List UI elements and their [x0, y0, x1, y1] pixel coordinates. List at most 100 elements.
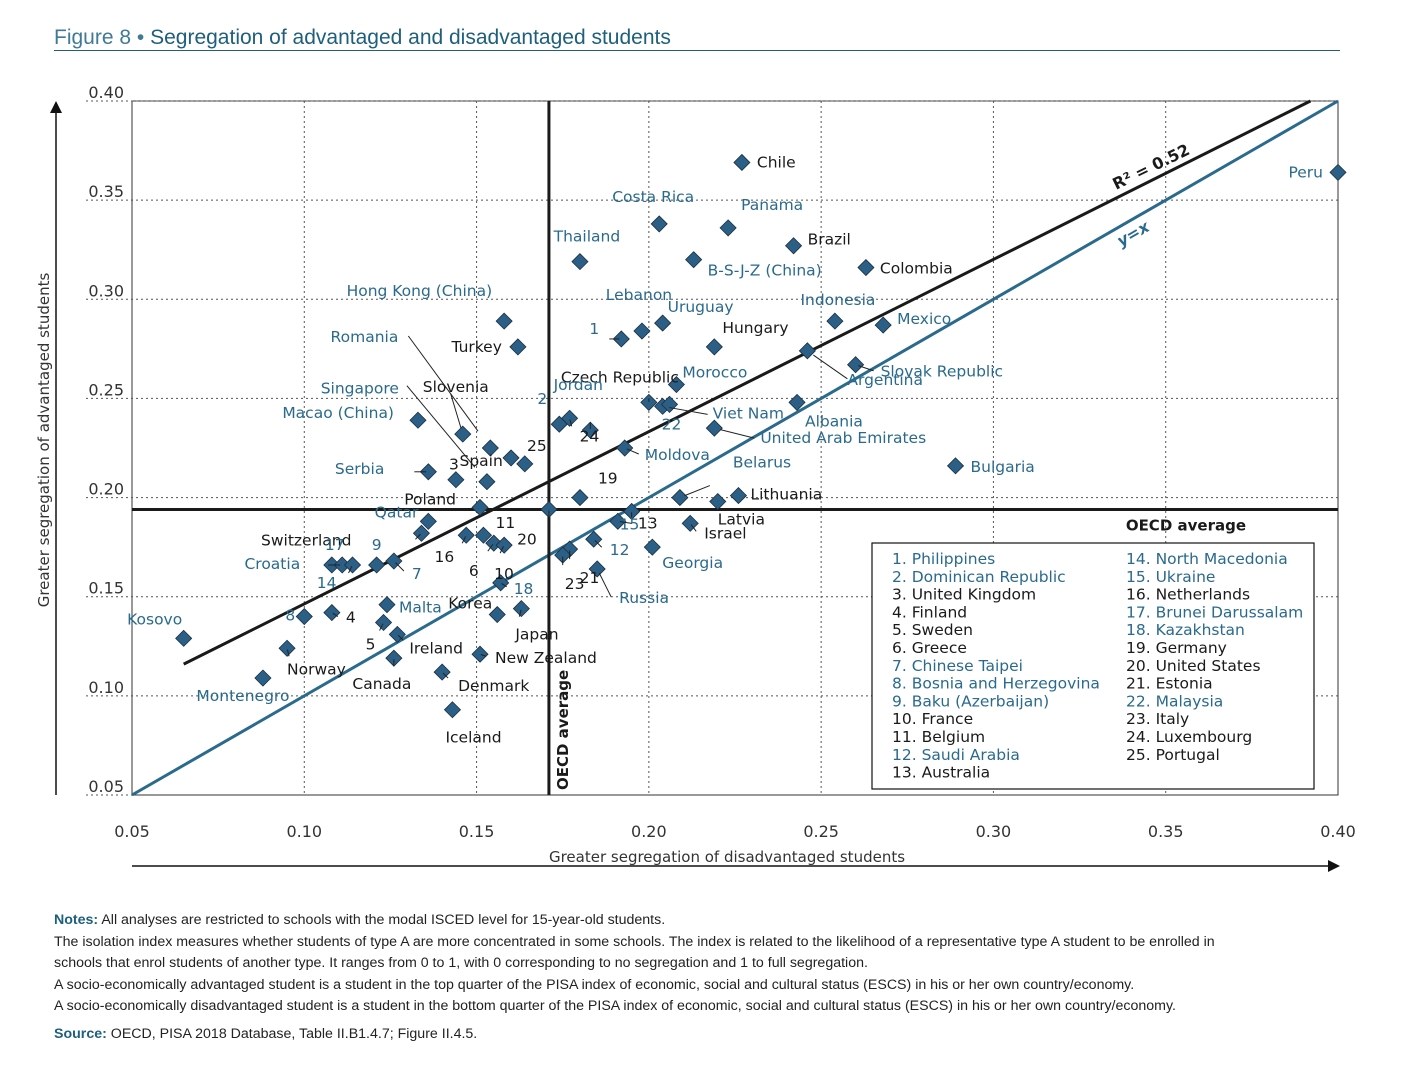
data-point-label: Korea	[448, 595, 492, 613]
legend-entry: 3. United Kingdom	[892, 586, 1036, 604]
legend-entry: 10. France	[892, 710, 973, 728]
data-point-label: Kosovo	[127, 610, 182, 628]
notes-line-5: A socio-economically disadvantaged stude…	[54, 998, 1176, 1014]
data-point-label: 3	[449, 456, 459, 474]
data-point-label: 18	[514, 580, 534, 598]
data-point-label: 10	[494, 565, 514, 583]
oecd-average-label-horizontal: OECD average	[1126, 516, 1246, 534]
data-point-label: Denmark	[458, 677, 529, 695]
data-point-label: 16	[434, 548, 454, 566]
data-point-label: Russia	[619, 589, 669, 607]
data-point-label: 1	[589, 320, 599, 338]
scatter-chart: 0.05 0.05 0.10 0.10 0.15 0.15 0.20 0.20 0.25 0.25…	[35, 83, 1356, 872]
y-tick-label: 0.40	[88, 83, 124, 102]
legend-entry: 14. North Macedonia	[1126, 550, 1288, 568]
notes-text-1: All analyses are restricted to schools w…	[101, 912, 666, 928]
data-point-label: Indonesia	[800, 291, 875, 309]
data-point-label: 23	[565, 575, 585, 593]
legend-entry: 6. Greece	[892, 639, 967, 657]
label-leader-line	[518, 609, 522, 617]
data-point-marker	[495, 536, 513, 554]
y-tick-label: 0.30	[88, 281, 124, 300]
data-point-marker	[681, 514, 699, 532]
label-leader-line	[619, 521, 632, 524]
data-point-marker	[946, 457, 965, 475]
y-tick-label: 0.35	[88, 182, 124, 201]
legend-entry: 2. Dominican Republic	[892, 568, 1066, 586]
source-text: OECD, PISA 2018 Database, Table II.B1.4.…	[110, 1025, 478, 1042]
data-point-marker	[654, 314, 672, 332]
data-point-label: Bulgaria	[971, 458, 1035, 476]
label-leader-line	[690, 524, 697, 532]
data-point-marker	[419, 463, 437, 481]
legend-box	[871, 542, 1315, 790]
data-point-marker	[492, 574, 510, 592]
data-point-label: Turkey	[450, 338, 501, 356]
legend-entry: 12. Saudi Arabia	[892, 746, 1020, 764]
label-leader-line	[598, 572, 612, 598]
data-point-label: 4	[346, 609, 356, 627]
label-leader-line	[626, 448, 639, 455]
data-point-label: Jordan	[553, 376, 603, 394]
data-point-marker	[488, 605, 506, 624]
data-point-label: Panama	[741, 196, 803, 214]
data-point-label: Peru	[1288, 163, 1323, 181]
label-leader-line	[407, 335, 479, 432]
data-point-marker	[516, 455, 534, 473]
label-leader-line	[569, 419, 573, 427]
label-leader-line	[594, 540, 603, 548]
data-point-label: Belarus	[733, 454, 791, 472]
label-leader-line	[487, 544, 494, 552]
data-point-marker	[705, 419, 723, 437]
data-point-marker	[643, 538, 661, 556]
data-point-label: Albania	[805, 412, 863, 430]
label-leader-line	[332, 612, 339, 617]
data-point-label: Czech Republic	[561, 368, 679, 386]
legend-entry: 1. Philippines	[892, 550, 995, 568]
label-leader-line	[348, 565, 353, 574]
data-point-label: Macao (China)	[282, 404, 394, 422]
data-point-marker	[571, 489, 589, 507]
data-point-marker	[588, 560, 606, 578]
data-point-marker	[857, 258, 875, 277]
data-point-label: 9	[372, 536, 382, 554]
data-point-marker	[443, 701, 462, 719]
data-point-marker	[671, 489, 689, 507]
data-point-label: Switzerland	[261, 531, 351, 549]
data-point-label: Georgia	[662, 554, 723, 572]
data-point-marker	[609, 512, 627, 530]
label-leader-line	[684, 485, 711, 497]
data-point-label: Latvia	[718, 511, 765, 529]
data-point-label: Croatia	[244, 555, 300, 573]
data-point-label: 8	[285, 607, 295, 625]
y-tick-label: 0.05	[88, 777, 124, 796]
data-point-marker	[447, 471, 465, 489]
label-leader-line	[395, 562, 405, 572]
data-point-label: 14	[317, 574, 337, 592]
data-point-marker	[481, 439, 499, 457]
data-point-label: 11	[495, 514, 515, 532]
data-point-label: 22	[662, 415, 682, 433]
data-point-marker	[457, 526, 475, 544]
data-point-label: Israel	[704, 524, 746, 542]
data-point-marker	[175, 629, 193, 647]
data-point-label: Singapore	[321, 380, 399, 398]
legend-entry: 15. Ukraine	[1126, 568, 1215, 586]
data-point-label: 20	[517, 530, 537, 548]
oecd-average-label-vertical: OECD average	[554, 670, 572, 790]
x-tick-label: 0.20	[631, 822, 667, 841]
notes-line-3: schools that enrol students of another t…	[54, 955, 868, 971]
data-point-label: Hungary	[722, 319, 788, 337]
label-leader-line	[813, 354, 848, 380]
data-point-label: Malta	[399, 599, 442, 617]
label-leader-line	[379, 623, 384, 631]
data-point-label: Costa Rica	[612, 188, 694, 206]
data-point-label: Japan	[514, 626, 558, 644]
data-point-marker	[378, 596, 396, 614]
title-bullet: •	[136, 26, 145, 49]
x-axis-arrowhead	[1328, 860, 1340, 872]
data-point-label: 19	[598, 470, 618, 488]
data-point-marker	[419, 512, 437, 530]
data-point-marker	[343, 556, 362, 574]
data-point-marker	[278, 639, 296, 657]
